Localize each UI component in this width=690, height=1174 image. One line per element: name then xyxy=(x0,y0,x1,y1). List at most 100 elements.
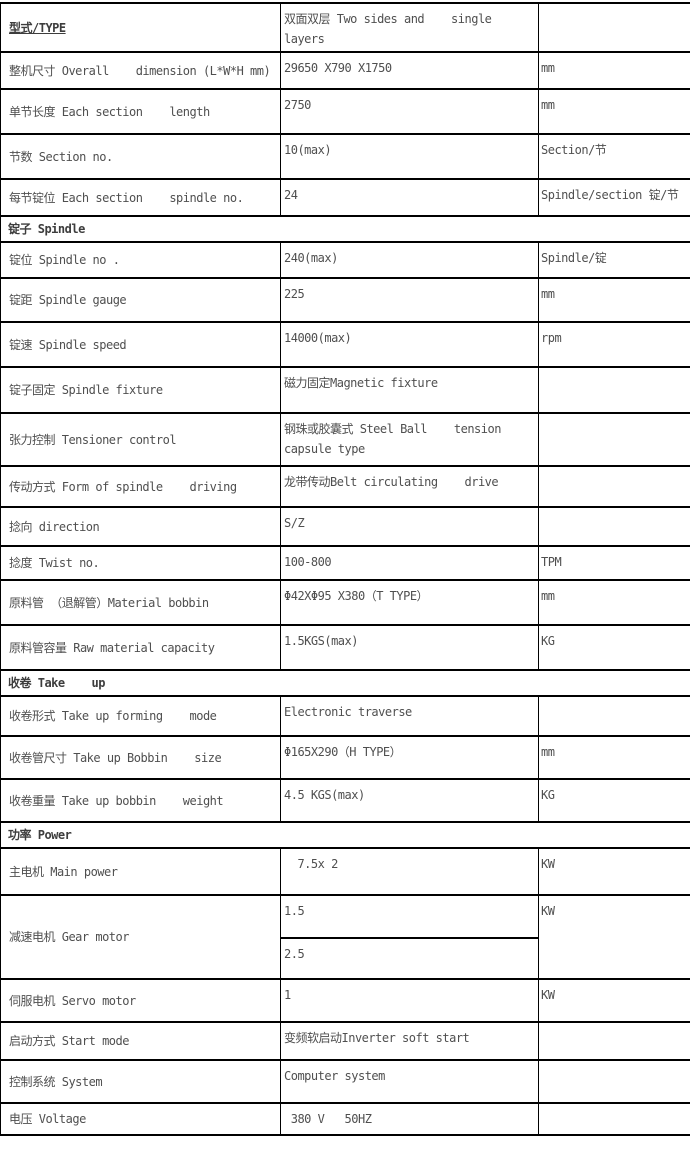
value-cell: 380 V 50HZ xyxy=(280,1102,539,1136)
section-row: 功率 Power xyxy=(0,821,690,849)
table-row: 收卷重量 Take up bobbin weight 4.5 KGS(max) KG xyxy=(0,778,690,823)
param-label-cell: 单节长度 Each section length xyxy=(0,88,281,135)
value-cell: Φ165X290（H TYPE） xyxy=(280,735,539,780)
value-cell: 1 xyxy=(280,978,539,1023)
table-row: 电压 Voltage 380 V 50HZ xyxy=(0,1102,690,1136)
section-row: 收卷 Take up xyxy=(0,669,690,697)
value-cell: 240(max) xyxy=(280,241,539,279)
section-row: 锭子 Spindle xyxy=(0,215,690,243)
value-cell: 1.5 xyxy=(280,894,539,939)
unit-cell: KG xyxy=(538,624,690,671)
table-row: 锭距 Spindle gauge 225 mm xyxy=(0,277,690,323)
table-row: 收卷管尺寸 Take up Bobbin size Φ165X290（H TYPE… xyxy=(0,735,690,780)
param-label-cell: 型式/TYPE xyxy=(0,2,281,53)
unit-cell xyxy=(538,412,690,467)
value-cell: 变频软启动Inverter soft start xyxy=(280,1021,539,1061)
param-label-cell: 减速电机 Gear motor xyxy=(0,894,281,980)
value-cell: 225 xyxy=(280,277,539,323)
param-label-cell: 控制系统 System xyxy=(0,1059,281,1104)
unit-cell: rpm xyxy=(538,321,690,368)
table-row: 锭位 Spindle no . 240(max) Spindle/锭 xyxy=(0,241,690,279)
table-row: 捻向 direction S/Z xyxy=(0,506,690,547)
unit-cell: KG xyxy=(538,778,690,823)
unit-cell xyxy=(538,1102,690,1136)
unit-cell xyxy=(538,1059,690,1104)
table-row: 原料管容量 Raw material capacity 1.5KGS(max) KG xyxy=(0,624,690,671)
table-row: 2.5 xyxy=(1,937,690,980)
table-row: 整机尺寸 Overall dimension (L*W*H mm) 29650 X… xyxy=(0,51,690,90)
unit-cell xyxy=(538,2,690,53)
unit-cell xyxy=(538,695,690,737)
table-row: 启动方式 Start mode 变频软启动Inverter soft start xyxy=(0,1021,690,1061)
unit-cell xyxy=(538,366,690,414)
unit-cell: Section/节 xyxy=(538,133,690,180)
value-cell: Computer system xyxy=(280,1059,539,1104)
param-label-cell: 整机尺寸 Overall dimension (L*W*H mm) xyxy=(0,51,281,90)
param-label-cell: 收卷形式 Take up forming mode xyxy=(0,695,281,737)
table-row: 张力控制 Tensioner control 钢珠或胶囊式 Steel Ball … xyxy=(0,412,690,467)
param-label-cell: 收卷重量 Take up bobbin weight xyxy=(0,778,281,823)
value-cell: 14000(max) xyxy=(280,321,539,368)
section-label: 功率 Power xyxy=(0,821,690,849)
value-cell: 2.5 xyxy=(280,937,539,980)
unit-cell xyxy=(538,1021,690,1061)
param-label-cell: 锭速 Spindle speed xyxy=(0,321,281,368)
table-row: 节数 Section no. 10(max) Section/节 xyxy=(0,133,690,180)
table-row: 原料管 （退解管）Material bobbin Φ42XΦ95 X380（T T… xyxy=(0,579,690,626)
param-label-cell: 张力控制 Tensioner control xyxy=(0,412,281,467)
table-row: 传动方式 Form of spindle driving 龙带传动Belt cir… xyxy=(0,465,690,508)
value-cell: 1.5KGS(max) xyxy=(280,624,539,671)
param-label-cell: 每节锭位 Each section spindle no. xyxy=(0,178,281,217)
table-row: 减速电机 Gear motor 1.5 KW xyxy=(0,894,690,980)
section-label: 收卷 Take up xyxy=(0,669,690,697)
value-cell: 10(max) xyxy=(280,133,539,180)
param-label-cell: 伺服电机 Servo motor xyxy=(0,978,281,1023)
param-label-cell: 锭子固定 Spindle fixture xyxy=(0,366,281,414)
value-cell: Φ42XΦ95 X380（T TYPE） xyxy=(280,579,539,626)
section-label: 锭子 Spindle xyxy=(0,215,690,243)
table-row: 收卷形式 Take up forming mode Electronic trav… xyxy=(0,695,690,737)
value-cell: Electronic traverse xyxy=(280,695,539,737)
value-cell: 磁力固定Magnetic fixture xyxy=(280,366,539,414)
param-label-cell: 收卷管尺寸 Take up Bobbin size xyxy=(0,735,281,780)
param-label-cell: 原料管容量 Raw material capacity xyxy=(0,624,281,671)
value-cell: 100-800 xyxy=(280,545,539,581)
spec-sheet: 型式/TYPE 双面双层 Two sides and single layers 整… xyxy=(0,0,690,1136)
table-row: 伺服电机 Servo motor 1 KW xyxy=(0,978,690,1023)
unit-cell: mm xyxy=(538,277,690,323)
param-label-cell: 锭位 Spindle no . xyxy=(0,241,281,279)
param-label-cell: 主电机 Main power xyxy=(0,847,281,896)
unit-cell: KW xyxy=(538,847,690,896)
value-cell: S/Z xyxy=(280,506,539,547)
value-cell: 钢珠或胶囊式 Steel Ball tension capsule type xyxy=(280,412,539,467)
unit-cell xyxy=(538,465,690,508)
value-cell: 双面双层 Two sides and single layers xyxy=(280,2,539,53)
table-row: 锭速 Spindle speed 14000(max) rpm xyxy=(0,321,690,368)
spec-table-body: 型式/TYPE 双面双层 Two sides and single layers 整… xyxy=(0,2,690,1136)
unit-cell: TPM xyxy=(538,545,690,581)
param-label-cell: 节数 Section no. xyxy=(0,133,281,180)
unit-cell: Spindle/section 锭/节 xyxy=(538,178,690,217)
table-row: 控制系统 System Computer system xyxy=(0,1059,690,1104)
table-row: 主电机 Main power 7.5x 2 KW xyxy=(0,847,690,896)
unit-cell xyxy=(538,506,690,547)
value-cell: 7.5x 2 xyxy=(280,847,539,896)
param-label-cell: 传动方式 Form of spindle driving xyxy=(0,465,281,508)
unit-cell: mm xyxy=(538,88,690,135)
param-label-cell: 捻度 Twist no. xyxy=(0,545,281,581)
param-label-cell: 捻向 direction xyxy=(0,506,281,547)
table-row: 锭子固定 Spindle fixture 磁力固定Magnetic fixture xyxy=(0,366,690,414)
value-cell: 龙带传动Belt circulating drive xyxy=(280,465,539,508)
value-cell: 24 xyxy=(280,178,539,217)
param-label-cell: 启动方式 Start mode xyxy=(0,1021,281,1061)
unit-cell: KW xyxy=(538,894,690,980)
unit-cell: mm xyxy=(538,579,690,626)
value-cell: 29650 X790 X1750 xyxy=(280,51,539,90)
spec-table: 型式/TYPE 双面双层 Two sides and single layers 整… xyxy=(0,2,690,1136)
table-row: 型式/TYPE 双面双层 Two sides and single layers xyxy=(0,2,690,53)
unit-cell: Spindle/锭 xyxy=(538,241,690,279)
value-cell: 2750 xyxy=(280,88,539,135)
table-row: 捻度 Twist no. 100-800 TPM xyxy=(0,545,690,581)
param-label-cell: 锭距 Spindle gauge xyxy=(0,277,281,323)
param-label-cell: 原料管 （退解管）Material bobbin xyxy=(0,579,281,626)
